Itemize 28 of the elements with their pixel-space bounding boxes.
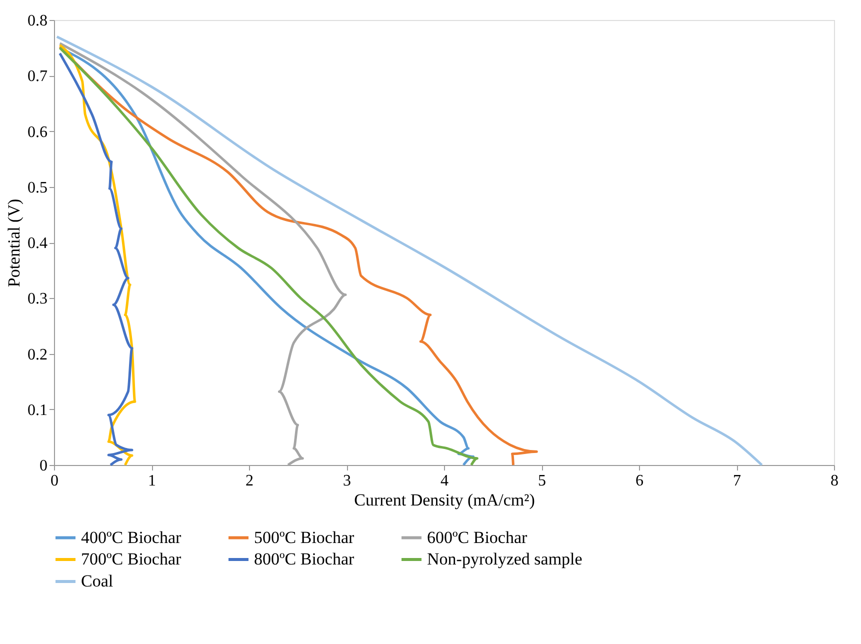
y-tick-label: 0.8	[28, 12, 48, 30]
legend-label: 600ºC Biochar	[427, 528, 528, 547]
x-tick-label: 0	[50, 472, 58, 490]
line-series	[56, 35, 764, 466]
legend-label: Non-pyrolyzed sample	[427, 550, 582, 568]
x-tick-label: 6	[636, 472, 644, 490]
legend-label: 700ºC Biochar	[81, 550, 182, 568]
y-axis-title: Potential (V)	[4, 198, 24, 288]
y-tick-label: 0.4	[28, 235, 48, 252]
x-tick-label: 2	[246, 472, 254, 490]
y-tick-label: 0	[40, 458, 48, 474]
legend-label: 800ºC Biochar	[254, 550, 355, 568]
y-tick-label: 0.7	[28, 68, 48, 86]
legend-label: 400ºC Biochar	[81, 528, 182, 547]
x-tick-label: 5	[538, 472, 546, 490]
x-tick-label: 3	[343, 472, 351, 490]
y-tick-label: 0.3	[28, 290, 48, 308]
y-tick-label: 0.1	[28, 402, 48, 419]
x-axis-title: Current Density (mA/cm²)	[354, 490, 535, 510]
y-tick-label: 0.5	[28, 179, 48, 196]
y-tick-label: 0.6	[28, 124, 48, 141]
x-tick-label: 8	[830, 472, 838, 490]
x-tick-label: 1	[148, 472, 156, 490]
y-tick-label: 0.2	[28, 346, 48, 364]
x-tick-label: 4	[440, 472, 448, 490]
legend-label: Coal	[81, 572, 114, 590]
x-tick-label: 7	[733, 472, 741, 490]
legend-label: 500ºC Biochar	[254, 528, 355, 547]
